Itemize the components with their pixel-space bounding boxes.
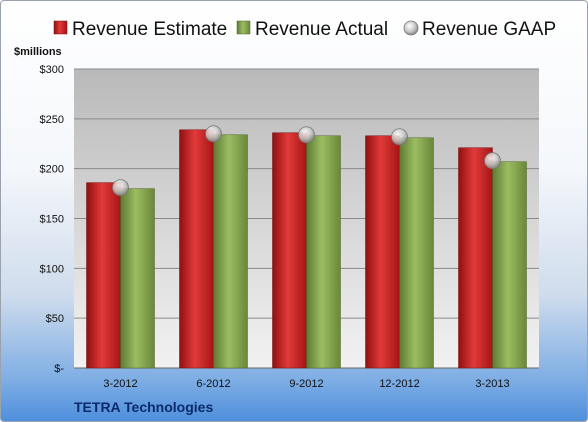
marker-revenue-gaap — [112, 179, 129, 197]
marker-revenue-gaap — [484, 152, 501, 170]
y-tick-label: $300 — [40, 64, 64, 76]
x-tick-label: 3-2013 — [475, 378, 509, 390]
company-name: TETRA Technologies — [74, 399, 214, 415]
legend-item: Revenue Estimate — [53, 19, 227, 40]
legend-label: Revenue GAAP — [422, 19, 556, 40]
legend-swatch — [53, 20, 68, 35]
marker-revenue-gaap — [298, 126, 315, 144]
bars — [86, 129, 527, 369]
y-tick-label: $200 — [40, 164, 64, 176]
bar-revenue-estimate — [272, 132, 307, 369]
x-tick-label: 3-2012 — [103, 378, 137, 390]
x-tick-label: 12-2012 — [379, 378, 419, 390]
y-axis-ticks: $- $50 $100 $150 $200 $250 $300 — [40, 64, 65, 375]
bar-revenue-estimate — [458, 147, 493, 369]
gaap-markers — [112, 125, 501, 197]
legend-marker — [403, 20, 419, 36]
bar-revenue-estimate — [86, 182, 121, 369]
legend-item: Revenue GAAP — [403, 19, 556, 40]
bar-revenue-estimate — [365, 135, 400, 369]
marker-revenue-gaap — [205, 125, 222, 143]
bar-revenue-actual — [120, 188, 155, 369]
y-tick-label: $150 — [40, 214, 64, 226]
x-tick-label: 9-2012 — [289, 378, 323, 390]
bar-revenue-actual — [213, 134, 248, 369]
marker-revenue-gaap — [391, 128, 408, 146]
y-tick-label: $50 — [46, 313, 64, 325]
legend-label: Revenue Actual — [255, 19, 388, 40]
y-tick-label: $250 — [40, 114, 64, 126]
y-axis-unit-label: $millions — [14, 46, 62, 58]
bar-revenue-estimate — [179, 129, 214, 369]
x-axis-ticks: 3-2012 6-2012 9-2012 12-2012 3-2013 — [103, 378, 509, 390]
legend-item: Revenue Actual — [236, 19, 388, 40]
bar-revenue-actual — [399, 137, 434, 369]
legend: Revenue Estimate Revenue Actual Revenue GA… — [53, 19, 556, 40]
x-tick-label: 6-2012 — [196, 378, 230, 390]
y-tick-label: $100 — [40, 263, 64, 275]
bar-revenue-actual — [492, 161, 527, 369]
bar-revenue-actual — [306, 135, 341, 369]
legend-label: Revenue Estimate — [72, 19, 227, 40]
y-tick-label: $- — [54, 363, 64, 375]
legend-swatch — [236, 20, 251, 35]
